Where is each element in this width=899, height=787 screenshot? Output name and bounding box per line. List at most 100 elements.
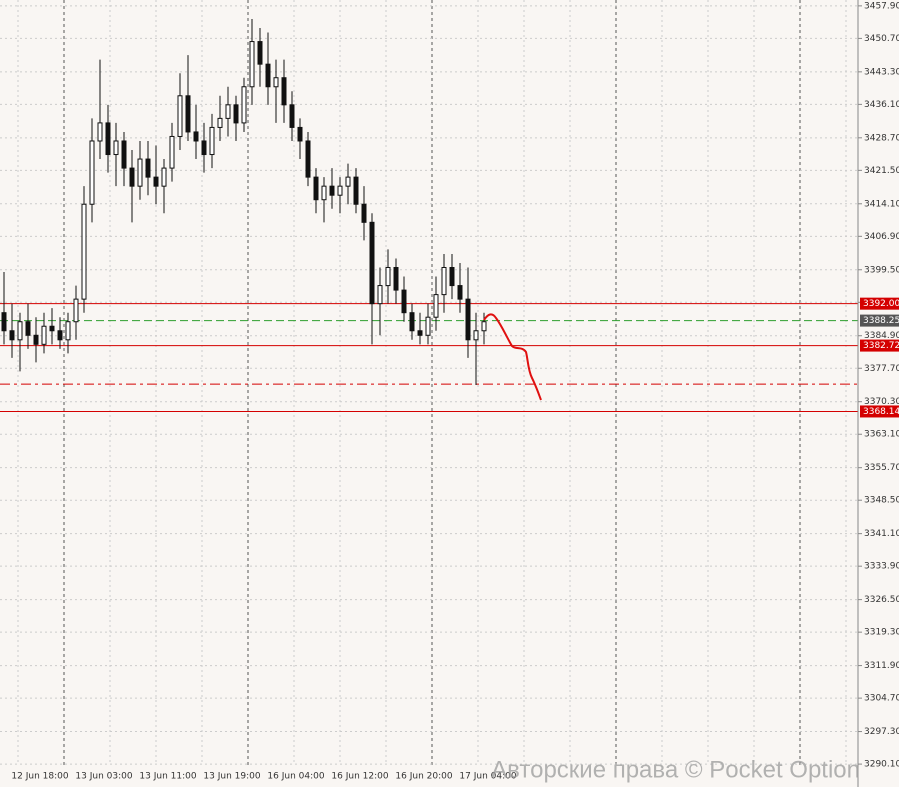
candle-body xyxy=(385,267,391,287)
candle-body xyxy=(329,185,335,196)
candle-body xyxy=(209,126,215,156)
candle-body xyxy=(129,167,135,187)
candle-body xyxy=(361,203,367,223)
candle-body xyxy=(137,158,143,187)
candle-body xyxy=(481,321,487,332)
candle-body xyxy=(433,294,439,318)
y-tick-label: 3370.30 xyxy=(864,397,899,407)
candle-body xyxy=(305,140,311,178)
x-tick-label: 16 Jun 20:00 xyxy=(395,772,452,782)
candle-body xyxy=(193,131,199,142)
price-level-label: 3368.14 xyxy=(863,407,899,417)
candle-body xyxy=(57,330,63,341)
candle-body xyxy=(345,176,351,187)
y-tick-label: 3421.50 xyxy=(864,166,899,176)
y-tick-label: 3436.10 xyxy=(864,100,899,110)
y-tick-label: 3384.90 xyxy=(864,331,899,341)
price-level-label-bg xyxy=(860,314,899,327)
candle-body xyxy=(425,316,431,336)
y-tick-label: 3363.10 xyxy=(864,430,899,440)
y-tick-label: 3304.70 xyxy=(864,694,899,704)
candle-body xyxy=(369,221,375,305)
y-tick-label: 3326.50 xyxy=(864,595,899,605)
watermark: Авторские права © Pocket Option xyxy=(491,756,860,783)
y-tick-label: 3319.30 xyxy=(864,628,899,638)
price-level-label: 3382.72 xyxy=(863,341,899,351)
x-tick-label: 16 Jun 04:00 xyxy=(267,772,324,782)
levels xyxy=(0,303,858,412)
candle-body xyxy=(273,77,279,88)
axes: 3457.90 3450.70 3443.30 3436.10 3428.70 3421.… xyxy=(11,1,899,782)
y-tick-label: 3443.30 xyxy=(864,67,899,77)
x-tick-label: 13 Jun 03:00 xyxy=(75,772,132,782)
candle-body xyxy=(465,298,471,341)
y-tick-label: 3457.90 xyxy=(864,1,899,11)
x-tick-label: 13 Jun 19:00 xyxy=(203,772,260,782)
candle-body xyxy=(25,321,31,336)
candle-body xyxy=(353,176,359,205)
candle-body xyxy=(409,312,415,332)
candle-body xyxy=(401,289,407,314)
candle-body xyxy=(121,140,127,169)
candle-body xyxy=(241,86,247,124)
price-level-label: 3392.00 xyxy=(863,299,899,309)
y-tick-label: 3297.30 xyxy=(864,727,899,737)
candle-body xyxy=(473,330,479,341)
x-tick-label: 16 Jun 12:00 xyxy=(331,772,388,782)
candle-body xyxy=(17,321,23,341)
x-tick-label: 12 Jun 18:00 xyxy=(11,772,68,782)
candle-body xyxy=(65,321,71,341)
candle-body xyxy=(89,140,95,205)
candle-body xyxy=(161,167,167,187)
candle-body xyxy=(177,95,183,137)
y-tick-label: 3377.70 xyxy=(864,364,899,374)
candle-body xyxy=(265,63,271,88)
y-tick-label: 3355.70 xyxy=(864,463,899,473)
candle-body xyxy=(217,117,223,128)
candles xyxy=(1,18,487,385)
y-tick-label: 3341.10 xyxy=(864,529,899,539)
candle-body xyxy=(113,140,119,156)
candle-body xyxy=(313,176,319,201)
y-tick-label: 3428.70 xyxy=(864,133,899,143)
candle-body xyxy=(225,104,231,119)
price-level-label-bg xyxy=(860,405,899,418)
candle-body xyxy=(337,185,343,196)
candle-body xyxy=(33,334,39,345)
x-tick-label: 17 Jun 04:00 xyxy=(459,772,516,782)
candle-body xyxy=(249,41,255,88)
candle-body xyxy=(145,158,151,178)
y-tick-label: 3399.50 xyxy=(864,265,899,275)
candle-body xyxy=(97,122,103,142)
candle-body xyxy=(449,267,455,287)
y-tick-label: 3348.50 xyxy=(864,496,899,506)
candle-body xyxy=(377,285,383,305)
y-tick-label: 3414.10 xyxy=(864,199,899,209)
drawn-forecast xyxy=(483,313,542,401)
candle-body xyxy=(201,140,207,156)
candle-body xyxy=(153,176,159,187)
y-tick-label: 3290.10 xyxy=(864,760,899,770)
candle-body xyxy=(105,122,111,156)
candle-body xyxy=(41,325,47,345)
x-tick-label: 13 Jun 11:00 xyxy=(139,772,196,782)
grid xyxy=(0,0,858,765)
y-tick-label: 3406.90 xyxy=(864,232,899,242)
candle-body xyxy=(185,95,191,133)
price-level-label: 3388.25 xyxy=(863,316,899,326)
y-tick-label: 3311.90 xyxy=(864,661,899,671)
candle-body xyxy=(417,330,423,336)
candle-body xyxy=(289,104,295,128)
candle-body xyxy=(169,135,175,169)
candle-body xyxy=(441,267,447,296)
candle-body xyxy=(81,203,87,300)
price-level-label-bg xyxy=(860,339,899,352)
candle-body xyxy=(257,41,263,65)
candle-body xyxy=(49,325,55,332)
candle-body xyxy=(297,126,303,142)
candle-body xyxy=(321,185,327,201)
candle-body xyxy=(233,104,239,124)
